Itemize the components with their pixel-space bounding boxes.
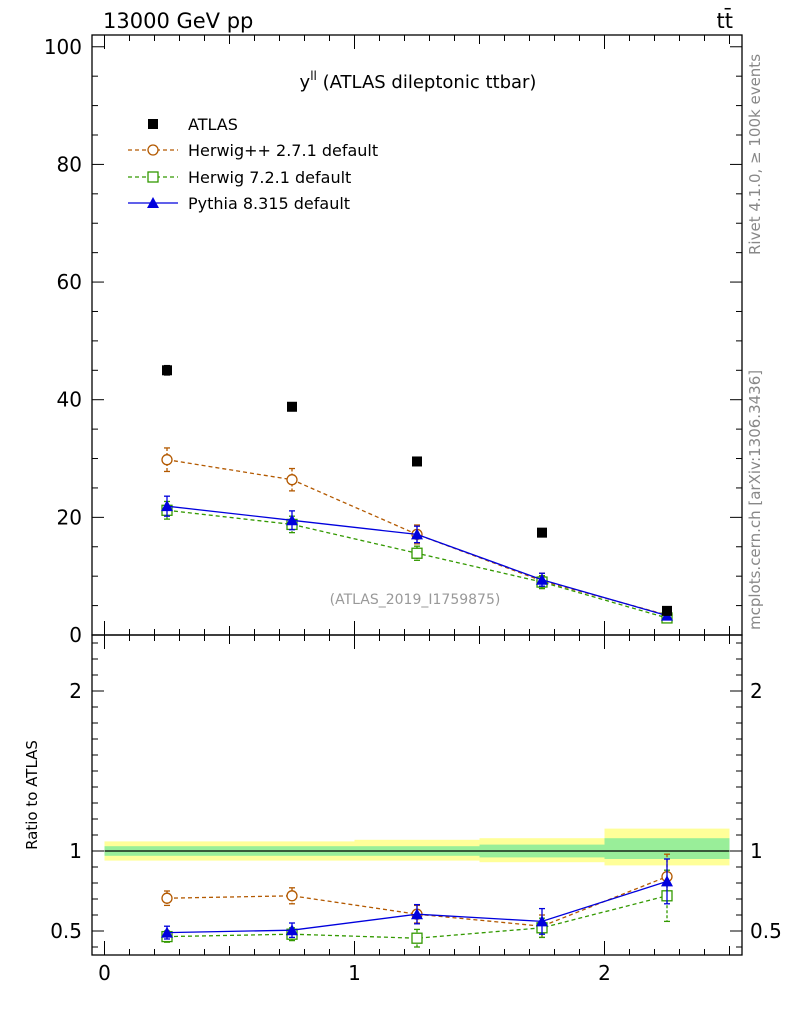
legend-entry-atlas: ATLAS: [148, 115, 238, 134]
main-y-tick-label: 20: [57, 505, 82, 529]
legend-label-herwig7: Herwig 7.2.1 default: [188, 168, 351, 187]
main-point-atlas: [162, 365, 172, 376]
main-y-tick-label: 100: [44, 35, 82, 59]
ratio-point-hw7: [411, 932, 423, 944]
ratio-point-hwpp: [286, 890, 298, 902]
ratio-point-hwpp: [161, 892, 173, 904]
legend-marker-herwigpp: [147, 144, 159, 156]
main-point-atlas: [537, 527, 547, 538]
ratio-band-green: [604, 838, 730, 859]
analysis-id-label: (ATLAS_2019_I1759875): [330, 592, 501, 608]
ratio-uncertainty-bands: [104, 828, 730, 866]
ratio-panel: 0.5 0.5 1 1 2 2 0 1 2 Ratio to ATLAS: [23, 634, 782, 985]
ratio-frame: [91, 634, 743, 956]
legend-marker-herwig7: [147, 171, 159, 183]
rivet-version-label: Rivet 4.1.0, ≥ 100k events: [746, 54, 764, 255]
main-data-layer: [161, 364, 673, 624]
ratio-y-tick-label-left: 0.5: [50, 919, 82, 943]
legend: ATLAS Herwig++ 2.7.1 default Herwig 7.2.…: [128, 115, 378, 213]
ratio-axis-ticks: [92, 635, 742, 955]
ratio-y-tick-label-right: 2: [750, 679, 763, 703]
main-axis-ticks: [92, 35, 742, 636]
ratio-y-tick-label-left: 1: [69, 839, 82, 863]
ratio-y-tick-labels: 0.5 0.5 1 1 2 2: [50, 679, 782, 943]
main-y-tick-label: 80: [57, 152, 82, 176]
process-label: tt̄: [717, 8, 733, 33]
legend-entry-pythia: Pythia 8.315 default: [128, 194, 350, 213]
ratio-y-axis-label: Ratio to ATLAS: [23, 740, 41, 850]
x-tick-label: 0: [98, 961, 111, 985]
legend-entry-herwigpp: Herwig++ 2.7.1 default: [128, 141, 378, 160]
main-point-hw7: [411, 547, 423, 559]
legend-entry-herwig7: Herwig 7.2.1 default: [128, 168, 351, 187]
main-point-py8: [411, 528, 423, 540]
main-point-atlas: [662, 605, 672, 616]
main-point-atlas: [412, 456, 422, 467]
legend-marker-pythia: [147, 197, 159, 208]
main-y-tick-label: 60: [57, 270, 82, 294]
ratio-y-tick-label-right: 1: [750, 839, 763, 863]
legend-label-atlas: ATLAS: [188, 115, 238, 134]
main-line-hwpp: [166, 459, 668, 616]
legend-marker-atlas: [148, 119, 158, 129]
main-panel: 0 20 40 60 80 100 yll (ATLAS dileptonic ttbar…: [44, 34, 743, 647]
mcplots-label: mcplots.cern.ch [arXiv:1306.3436]: [746, 370, 764, 630]
legend-label-herwigpp: Herwig++ 2.7.1 default: [188, 141, 378, 160]
ratio-point-py8: [411, 908, 423, 920]
ratio-data-layer: [161, 853, 673, 948]
legend-label-pythia: Pythia 8.315 default: [188, 194, 350, 213]
main-point-py8: [161, 500, 173, 512]
ratio-point-py8: [286, 924, 298, 936]
ratio-point-py8: [536, 915, 548, 927]
energy-label: 13000 GeV pp: [103, 9, 253, 33]
plot-title: yll (ATLAS dileptonic ttbar): [300, 69, 537, 93]
main-y-tick-label: 40: [57, 388, 82, 412]
x-tick-label: 2: [598, 961, 611, 985]
main-point-py8: [536, 573, 548, 585]
main-point-hwpp: [286, 474, 298, 486]
ratio-y-tick-label-left: 2: [69, 679, 82, 703]
main-point-atlas: [287, 401, 297, 412]
x-tick-label: 1: [348, 961, 361, 985]
main-y-tick-label: 0: [69, 623, 82, 647]
ratio-y-tick-label-right: 0.5: [750, 919, 782, 943]
ratio-point-py8: [661, 875, 673, 887]
main-point-hwpp: [161, 454, 173, 466]
x-tick-labels: 0 1 2: [98, 961, 611, 985]
main-y-tick-labels: 0 20 40 60 80 100: [44, 35, 82, 647]
ratio-point-py8: [161, 926, 173, 938]
ratio-line-hwpp: [166, 875, 668, 927]
main-point-py8: [286, 514, 298, 526]
